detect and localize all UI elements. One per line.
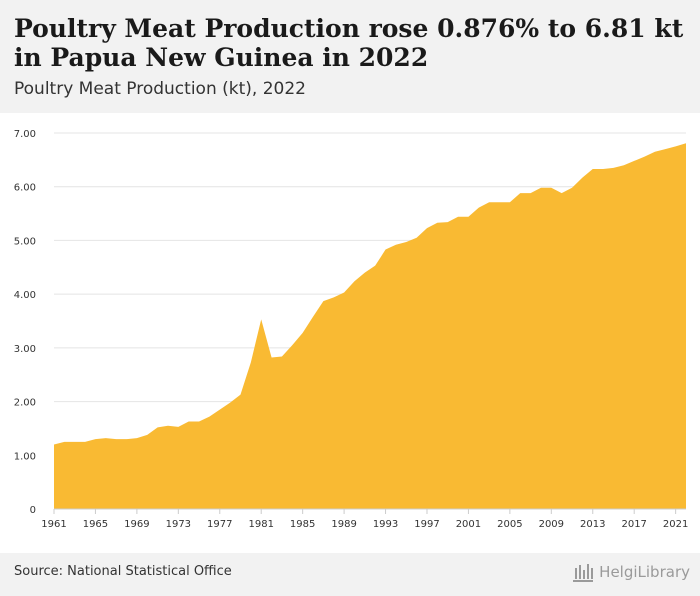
x-axis-ticks: 1961 1965 1969 1973 1977 1981 1985 1989 1993 1997… — [41, 508, 688, 530]
x-tick-label: 1965 — [83, 519, 108, 530]
x-tick-label: 1977 — [207, 519, 232, 530]
brand-logo: HelgiLibrary — [571, 562, 690, 582]
x-tick-label: 1961 — [41, 519, 66, 530]
x-tick-label: 2021 — [663, 519, 688, 530]
chart-area: 0 1.00 2.00 3.00 4.00 5.00 6.00 7.00 1961 1965 19… — [0, 113, 700, 553]
footer-band: Source: National Statistical Office Helg… — [0, 553, 700, 596]
y-tick-label: 5.00 — [14, 236, 36, 247]
library-building-icon — [573, 564, 594, 582]
x-tick-label: 1969 — [124, 519, 149, 530]
y-tick-label: 0 — [30, 505, 36, 516]
x-tick-label: 1997 — [414, 519, 439, 530]
x-tick-label: 2013 — [580, 519, 605, 530]
x-tick-label: 1993 — [373, 519, 398, 530]
x-tick-label: 1981 — [248, 519, 273, 530]
series-area — [54, 143, 686, 509]
x-tick-label: 2001 — [456, 519, 481, 530]
chart-subtitle: Poultry Meat Production (kt), 2022 — [14, 79, 306, 99]
y-tick-label: 1.00 — [14, 451, 36, 462]
x-tick-label: 2017 — [621, 519, 646, 530]
y-tick-label: 7.00 — [14, 129, 36, 140]
x-tick-label: 1973 — [166, 519, 191, 530]
x-tick-label: 1989 — [331, 519, 356, 530]
x-tick-label: 1985 — [290, 519, 315, 530]
y-tick-label: 2.00 — [14, 398, 36, 409]
y-tick-label: 6.00 — [14, 183, 36, 194]
brand-name: HelgiLibrary — [599, 563, 690, 581]
y-tick-label: 3.00 — [14, 344, 36, 355]
x-tick-label: 2009 — [539, 519, 564, 530]
x-tick-label: 2005 — [497, 519, 522, 530]
y-axis-ticks: 0 1.00 2.00 3.00 4.00 5.00 6.00 7.00 — [14, 129, 36, 516]
header-band: Poultry Meat Production rose 0.876% to 6… — [0, 0, 700, 113]
source-note: Source: National Statistical Office — [14, 564, 232, 579]
area-chart: 01.002.003.004.005.006.007.00 1961 1965 19… — [14, 129, 689, 530]
chart-title: Poultry Meat Production rose 0.876% to 6… — [14, 14, 684, 72]
production-area — [54, 143, 686, 509]
y-tick-label: 4.00 — [14, 290, 36, 301]
